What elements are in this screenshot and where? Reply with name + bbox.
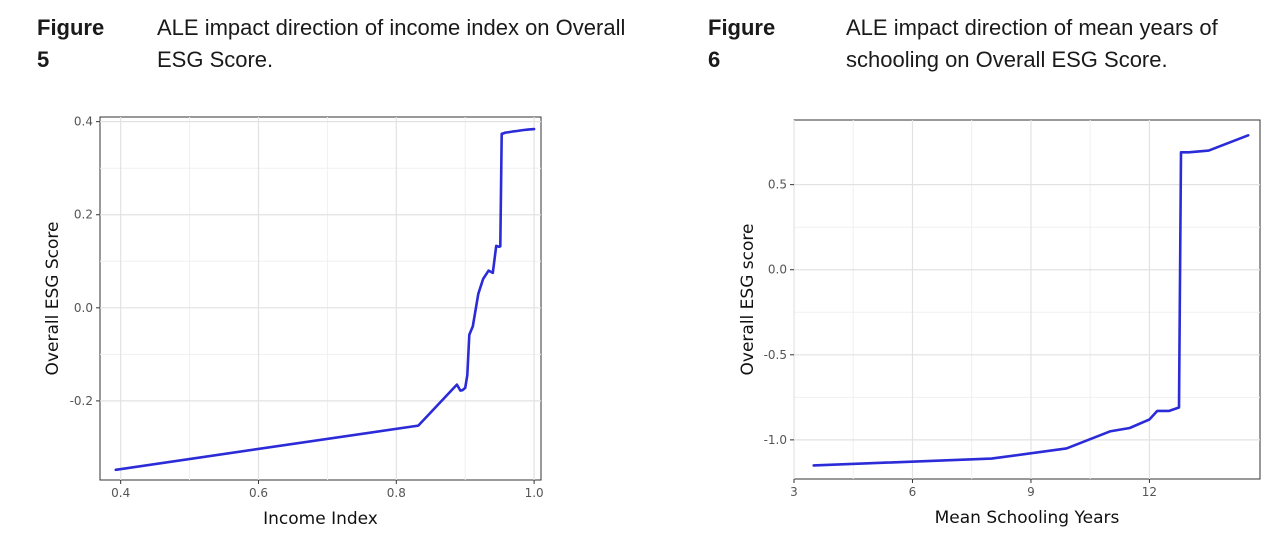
y-tick-label: 0.2 — [74, 208, 93, 222]
x-axis-label: Income Index — [263, 509, 378, 529]
x-tick-label: 12 — [1142, 485, 1157, 499]
ale-line — [114, 127, 536, 472]
y-tick-label: -1.0 — [764, 433, 787, 447]
x-tick-label: 9 — [1027, 485, 1035, 499]
x-tick-label: 3 — [790, 485, 798, 499]
y-tick-label: -0.5 — [764, 348, 787, 362]
y-axis-label: Overall ESG Score — [43, 222, 63, 376]
x-axis-label: Mean Schooling Years — [935, 508, 1120, 528]
y-axis-label: Overall ESG score — [738, 224, 758, 376]
figure-5: Figure 5 ALE impact direction of income … — [37, 15, 626, 529]
y-tick-label: -0.2 — [70, 394, 93, 408]
x-tick-label: 0.8 — [387, 486, 406, 500]
x-tick-label: 6 — [909, 485, 917, 499]
y-tick-label: 0.5 — [768, 178, 787, 192]
x-tick-label: 0.6 — [249, 486, 268, 500]
schooling-years-ale-chart: 3 6 9 12 -1.0 -0.5 0.0 0.5 Mean Schooling Years O… — [738, 119, 1261, 528]
x-tick-label: 1.0 — [525, 486, 544, 500]
figure-5-label: Figure 5 — [37, 15, 105, 72]
figure-5-title: ALE impact direction of income index on … — [157, 15, 626, 72]
figure-6: Figure 6 ALE impact direction of mean ye… — [640, 0, 1280, 544]
ale-line — [812, 134, 1250, 467]
figure-6-label: Figure 6 — [708, 15, 776, 72]
income-index-ale-chart: 0.4 0.6 0.8 1.0 -0.2 0.0 0.2 0.4 Income Index Ove… — [43, 115, 544, 529]
plot-panel — [793, 119, 1261, 480]
y-tick-label: 0.0 — [768, 263, 787, 277]
y-tick-label: 0.0 — [74, 301, 93, 315]
x-tick-label: 0.4 — [111, 486, 130, 500]
plot-panel — [99, 116, 542, 481]
y-tick-label: 0.4 — [74, 115, 93, 129]
figure-6-title: ALE impact direction of mean years of sc… — [846, 15, 1218, 72]
